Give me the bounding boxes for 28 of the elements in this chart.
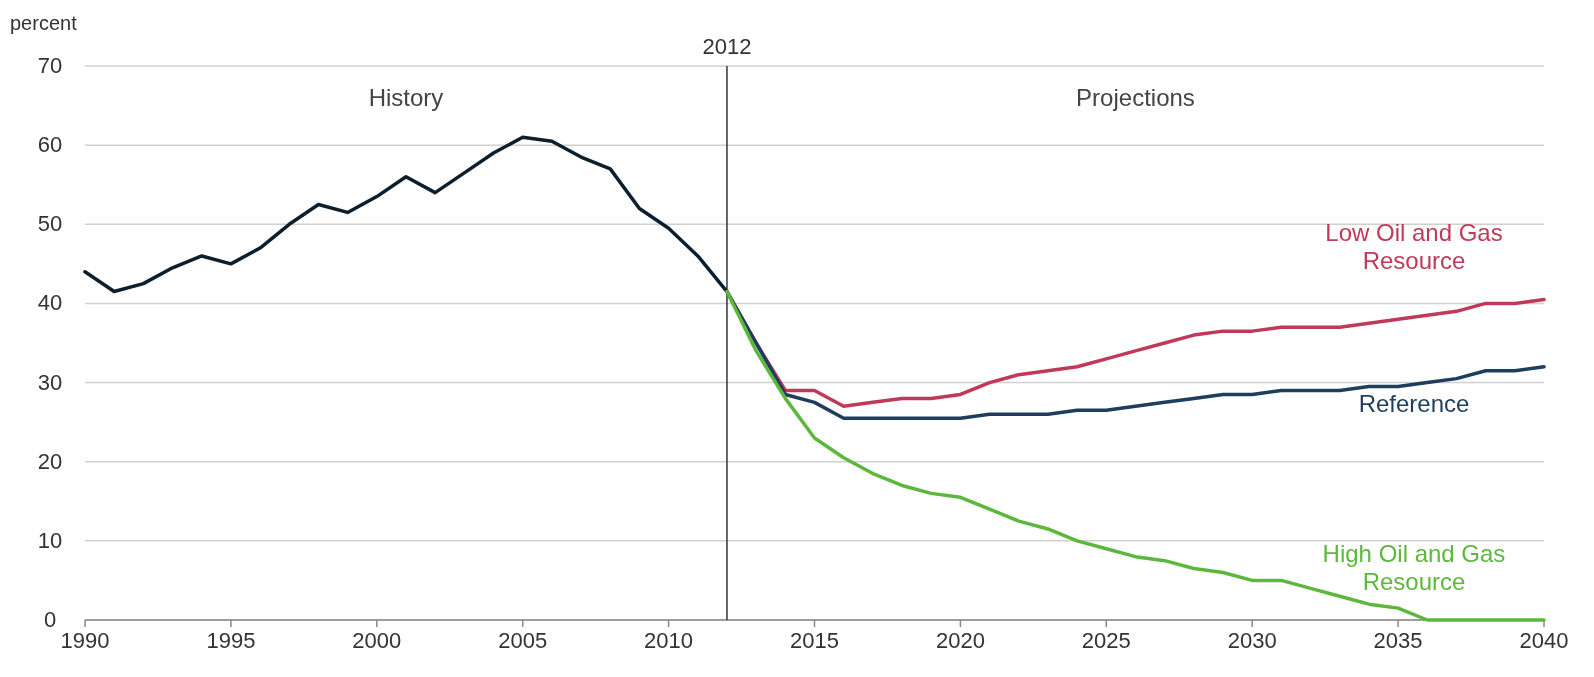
x-tick-label: 2020	[935, 628, 985, 653]
series-label: High Oil and Gas Resource	[1322, 540, 1506, 595]
x-tick-label: 2030	[1227, 628, 1277, 653]
y-tick-label: 60	[37, 132, 63, 158]
y-tick-label: 40	[37, 290, 63, 316]
x-tick-label: 1995	[206, 628, 256, 653]
x-tick-label: 2005	[498, 628, 548, 653]
series-label: Low Oil and Gas Resource	[1325, 219, 1503, 275]
x-tick-label: 2035	[1373, 628, 1423, 653]
x-tick-label: 1990	[60, 628, 110, 653]
annotation: Projections	[1076, 84, 1195, 111]
x-tick-label: 2040	[1519, 628, 1569, 653]
ref-line-label: 2012	[702, 34, 752, 59]
x-tick-label: 2025	[1081, 628, 1131, 653]
x-tick-label: 2000	[352, 628, 402, 653]
line-series	[725, 289, 1546, 622]
y-tick-label: 10	[37, 527, 63, 553]
x-tick-label: 2010	[644, 628, 694, 653]
series-label: Reference	[1358, 389, 1470, 417]
y-tick-label: 0	[43, 607, 57, 632]
annotation: History	[368, 84, 444, 111]
y-axis-title: percent	[10, 12, 78, 34]
y-tick-label: 30	[37, 369, 63, 395]
y-tick-label: 20	[37, 448, 63, 474]
y-tick-label: 70	[37, 53, 63, 78]
line-series	[83, 135, 729, 294]
y-tick-label: 50	[37, 211, 63, 237]
x-tick-label: 2015	[790, 628, 839, 653]
